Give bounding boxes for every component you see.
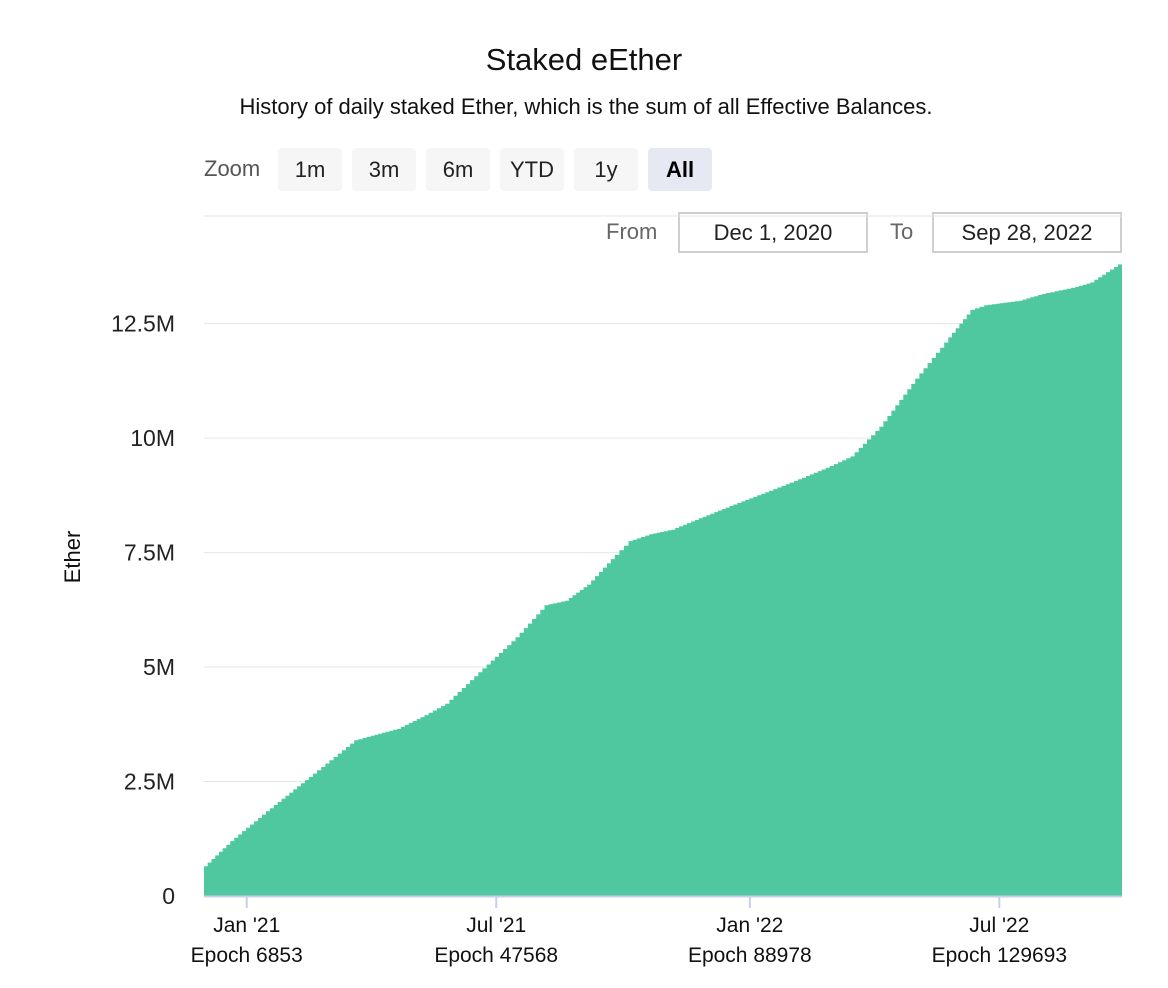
range-to-label: To (890, 219, 914, 244)
range-from-input[interactable]: Dec 1, 2020 (678, 212, 868, 253)
range-from-label: From (606, 219, 658, 244)
x-tick-label: Jul '22 (969, 914, 1029, 937)
x-tick-epoch-label: Epoch 6853 (191, 944, 303, 967)
x-tick-label: Jul '21 (466, 914, 526, 937)
zoom-ytd-button[interactable]: YTD (500, 148, 564, 191)
chart-subtitle: History of daily staked Ether, which is … (239, 94, 933, 119)
chart-title: Staked eEther (485, 42, 683, 77)
zoom-6m-button[interactable]: 6m (426, 148, 490, 191)
y-tick-label: 12.5M (111, 311, 175, 337)
zoom-3m-button[interactable]: 3m (352, 148, 416, 191)
y-tick-label: 10M (130, 425, 175, 451)
y-tick-label: 0 (162, 883, 175, 909)
y-tick-label: 2.5M (124, 769, 175, 795)
y-tick-label: 5M (143, 654, 175, 680)
y-tick-label: 7.5M (124, 540, 175, 566)
zoom-1y-button[interactable]: 1y (574, 148, 638, 191)
range-to-input[interactable]: Sep 28, 2022 (932, 212, 1122, 253)
y-axis-label: Ether (60, 531, 85, 584)
x-tick-label: Jan '21 (213, 914, 280, 937)
zoom-1m-button[interactable]: 1m (278, 148, 342, 191)
x-tick-epoch-label: Epoch 129693 (932, 944, 1067, 967)
zoom-label: Zoom (204, 156, 261, 181)
x-tick-epoch-label: Epoch 47568 (434, 944, 558, 967)
x-tick-epoch-label: Epoch 88978 (688, 944, 812, 967)
staked-ether-area (204, 261, 1122, 896)
zoom-all-button[interactable]: All (648, 148, 712, 191)
x-tick-label: Jan '22 (716, 914, 783, 937)
